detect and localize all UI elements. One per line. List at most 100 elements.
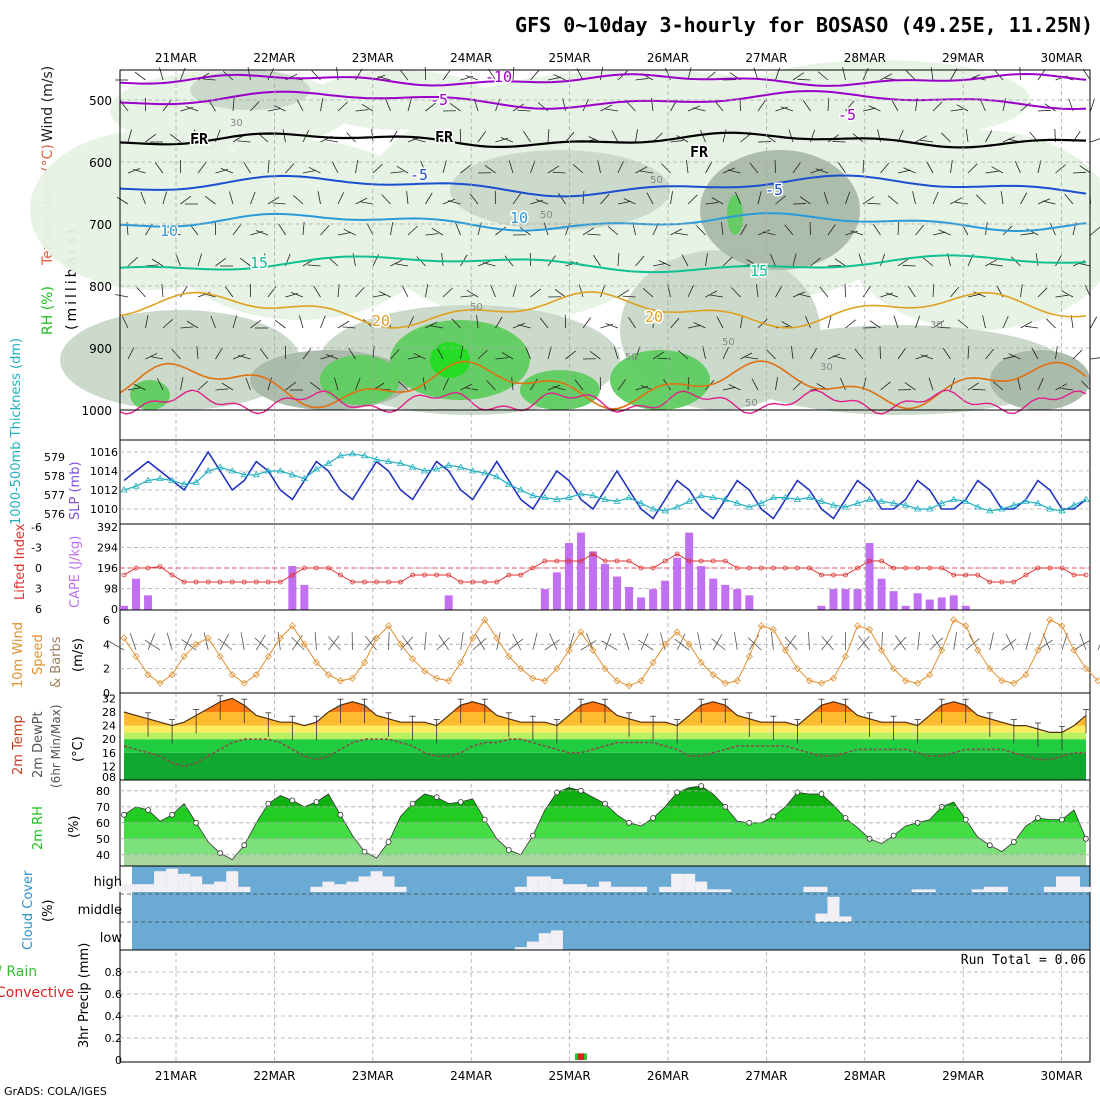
- wind-barb: [600, 193, 610, 205]
- thickness-point: [312, 465, 321, 472]
- cape-bar: [937, 597, 946, 610]
- label-total-rain: Total / Rain: [0, 964, 37, 980]
- wind10-barb: [460, 632, 464, 651]
- wind-barb: [171, 349, 181, 360]
- wind10-barb: [217, 638, 233, 651]
- wind-barb: [705, 253, 708, 267]
- lifted-index-point: [1011, 579, 1017, 585]
- wind10-barb: [808, 632, 810, 651]
- wind10-barb: [328, 636, 341, 651]
- lifted-index-point: [746, 565, 752, 571]
- cape-bar: [925, 599, 934, 610]
- wind-barb: [845, 100, 855, 112]
- wind10-barb: [549, 633, 558, 651]
- wind-barb: [1061, 290, 1074, 298]
- contour-blue: [119, 174, 1087, 198]
- label-precip: 3hr Precip (mm): [77, 943, 92, 1048]
- wind-barb: [635, 346, 641, 360]
- wind10-barb: [623, 632, 630, 651]
- thickness-point: [769, 493, 778, 500]
- label-lifted-index: Lifted Index: [13, 523, 28, 600]
- thickness-point: [805, 493, 814, 500]
- wind-barb: [640, 385, 654, 391]
- wind-barb: [523, 130, 531, 143]
- wind-barb: [441, 253, 444, 267]
- cloud-bar-high: [1055, 876, 1068, 892]
- wind-barb: [127, 347, 135, 360]
- wind-barb: [255, 229, 269, 236]
- wind10-barb: [1079, 632, 1087, 651]
- wind-barb: [180, 285, 188, 298]
- wind-barb: [950, 286, 960, 298]
- slp-line: [123, 450, 1087, 520]
- thickness-point: [156, 474, 164, 481]
- lifted-index-point: [891, 565, 896, 571]
- wind-barb: [455, 222, 461, 236]
- wind-barb: [210, 315, 216, 329]
- wind-barb: [932, 101, 943, 112]
- wind-barb: [985, 348, 995, 360]
- cloud-bar-high: [562, 884, 575, 892]
- wind-barb: [267, 108, 281, 112]
- wind-barb: [652, 315, 655, 329]
- wind-barb: [967, 163, 978, 174]
- wind-barb: [834, 258, 846, 267]
- wind-barb: [512, 67, 515, 81]
- rh-point: [505, 847, 512, 853]
- wind-barb: [880, 292, 893, 298]
- wind-barb: [891, 99, 899, 112]
- rh-point: [842, 815, 849, 821]
- wind-barb: [714, 100, 724, 112]
- wind-barb: [784, 224, 794, 236]
- wind-barb: [1002, 315, 1009, 329]
- wind10-point: [156, 679, 164, 687]
- wind-barb: [447, 200, 461, 205]
- wind-barb: [273, 104, 286, 112]
- wind-barb: [749, 162, 759, 174]
- wind-barb: [501, 351, 514, 360]
- wind-barb: [247, 67, 251, 81]
- wind10-barb: [637, 639, 654, 651]
- rh-point: [121, 811, 127, 818]
- wind-barb: [390, 349, 400, 360]
- cloud-bar-high: [659, 886, 672, 892]
- wind-barb: [827, 224, 836, 236]
- lifted-index-point: [253, 579, 259, 585]
- thickness-point: [937, 499, 946, 506]
- wind-barb: [162, 319, 173, 329]
- wind10-point: [986, 665, 994, 673]
- wind-barb: [810, 257, 821, 267]
- precip-tick: 0: [115, 1054, 122, 1067]
- wind-barb: [267, 196, 280, 205]
- thickness-point: [264, 467, 273, 474]
- wind-barb: [635, 78, 649, 81]
- wind-barb: [554, 289, 566, 298]
- cloud-tick: low: [100, 931, 123, 946]
- cloud-bar-middle: [815, 913, 828, 922]
- wind10-point: [902, 677, 910, 685]
- wind10-point: [228, 671, 236, 679]
- date-label-bottom: 25MAR: [549, 1069, 591, 1083]
- cape-bar: [685, 532, 694, 610]
- wind-barb: [352, 253, 356, 267]
- wind10-point: [1022, 671, 1030, 679]
- date-label-bottom: 21MAR: [155, 1069, 197, 1083]
- date-label-bottom: 29MAR: [942, 1069, 984, 1083]
- rh-band: [124, 854, 1086, 866]
- wind10-barb: [931, 634, 943, 651]
- rh-label: 50: [540, 210, 553, 221]
- wind-barb: [705, 202, 719, 205]
- wind10-barb: [508, 638, 524, 651]
- thickness-point: [180, 480, 188, 487]
- lifted-index-point: [241, 579, 247, 585]
- rh-point: [794, 789, 801, 796]
- wind-barb: [832, 355, 846, 360]
- wind-barb: [442, 287, 453, 298]
- lifted-index-point: [133, 565, 139, 571]
- wind10-barb: [144, 639, 161, 651]
- wind-barb: [232, 315, 237, 329]
- wind10-point: [372, 634, 381, 642]
- wind-barb: [430, 325, 444, 329]
- wind-barb: [215, 347, 223, 360]
- wind-barb: [965, 129, 969, 143]
